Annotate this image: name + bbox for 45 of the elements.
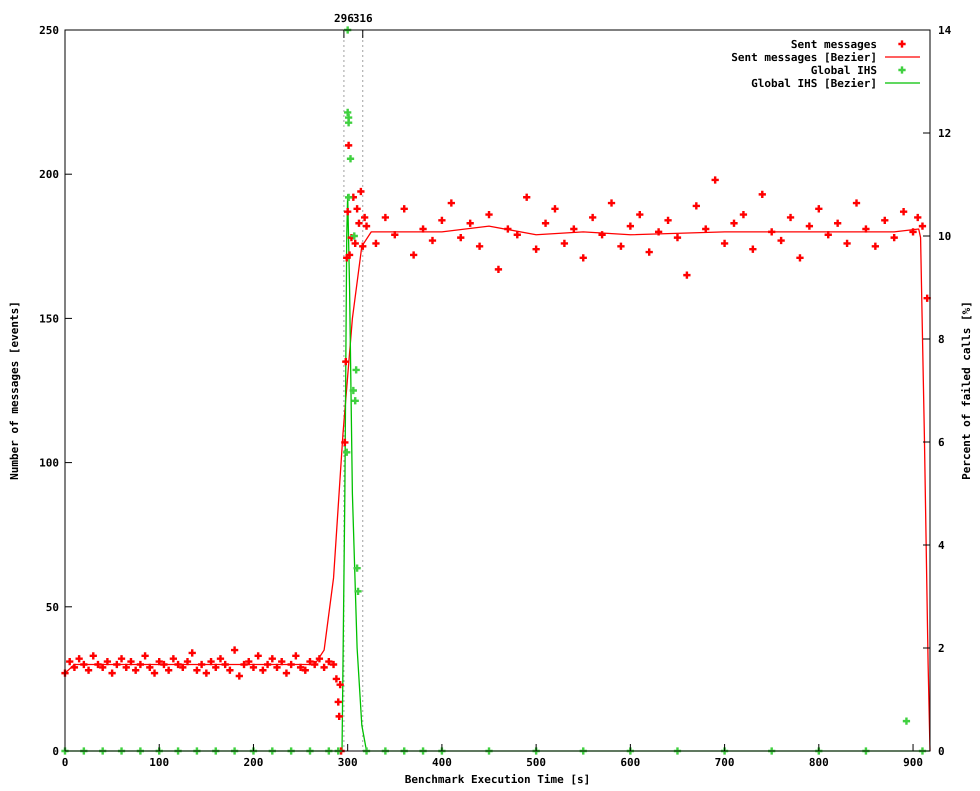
x-tick-label: 0 bbox=[62, 756, 68, 769]
y-tick-label: 0 bbox=[52, 745, 59, 758]
y2-tick-label: 8 bbox=[938, 333, 945, 346]
x-tick-label: 800 bbox=[808, 756, 829, 769]
x-tick-label: 700 bbox=[714, 756, 735, 769]
y-tick-label: 150 bbox=[39, 312, 59, 326]
x-axis-title: Benchmark Execution Time [s] bbox=[404, 773, 590, 786]
x-tick-label: 400 bbox=[432, 756, 452, 769]
y-tick-label: 100 bbox=[39, 456, 59, 470]
y-tick-label: 250 bbox=[39, 24, 59, 37]
point bbox=[352, 366, 360, 374]
point bbox=[352, 397, 359, 404]
x-tick-label: 600 bbox=[620, 756, 640, 769]
legend-label: Sent messages bbox=[790, 38, 877, 51]
point bbox=[344, 108, 352, 116]
x-tick-label: 300 bbox=[338, 756, 358, 769]
y-tick-label: 50 bbox=[46, 600, 59, 614]
y-axis-title: Number of messages [events] bbox=[8, 301, 21, 480]
y2-axis-title: Percent of failed calls [%] bbox=[960, 301, 973, 480]
x-tick-label: 100 bbox=[149, 756, 170, 769]
y2-tick-label: 6 bbox=[938, 436, 945, 449]
y-tick-label: 200 bbox=[39, 168, 59, 182]
point bbox=[344, 194, 352, 202]
point bbox=[902, 717, 910, 725]
point bbox=[354, 588, 362, 595]
y2-tick-label: 14 bbox=[938, 24, 952, 37]
point bbox=[353, 564, 361, 572]
y2-tick-label: 2 bbox=[938, 642, 945, 655]
y2-tick-label: 10 bbox=[938, 230, 952, 243]
ref-line-label: 296 bbox=[334, 12, 354, 25]
y2-tick-label: 0 bbox=[938, 745, 945, 758]
point bbox=[350, 386, 357, 394]
legend-label: Sent messages [Bezier] bbox=[731, 51, 877, 64]
legend-label: Global IHS bbox=[810, 64, 877, 77]
point bbox=[350, 232, 358, 240]
point bbox=[343, 448, 350, 456]
x-tick-label: 500 bbox=[526, 756, 546, 769]
point bbox=[344, 119, 352, 126]
ref-line-label: 316 bbox=[352, 12, 374, 25]
legend-label: Global IHS [Bezier] bbox=[751, 77, 877, 90]
x-tick-label: 200 bbox=[244, 756, 264, 769]
y2-tick-label: 12 bbox=[938, 127, 952, 140]
y2-tick-label: 4 bbox=[938, 539, 945, 552]
point bbox=[346, 155, 354, 162]
x-tick-label: 900 bbox=[903, 756, 923, 769]
